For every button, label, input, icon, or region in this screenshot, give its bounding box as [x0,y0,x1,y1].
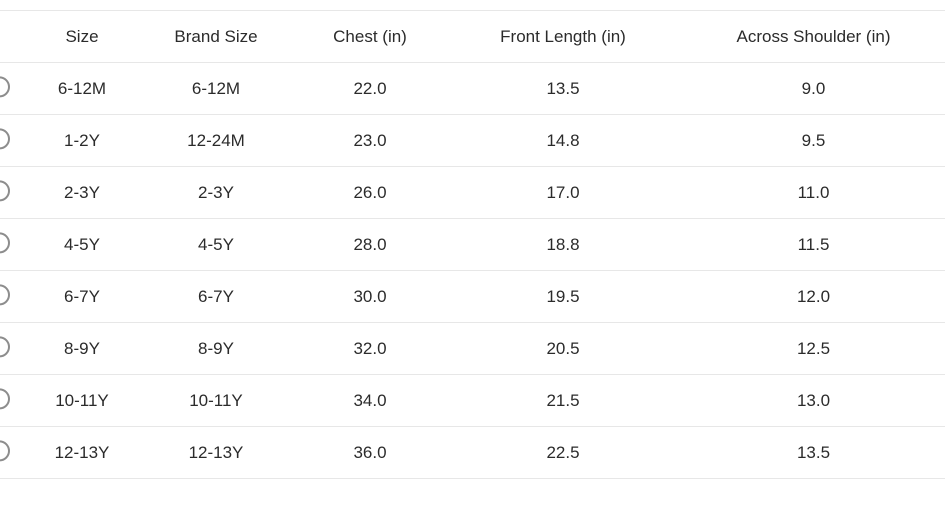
size-radio-button[interactable] [0,231,10,253]
front-length-cell: 21.5 [546,390,580,410]
across-shoulder-cell: 13.5 [796,442,831,462]
brand-size-cell: 10-11Y [189,390,243,410]
chest-cell: 34.0 [353,390,387,410]
across-shoulder-cell: 11.5 [797,234,830,254]
across-shoulder-cell: 12.5 [796,338,831,358]
size-radio-button[interactable] [0,335,10,357]
size-cell: 4-5Y [64,234,100,254]
table-row[interactable]: 4-5Y 4-5Y 28.0 18.8 11.5 [0,219,945,271]
column-header-brand-size: Brand Size [174,26,258,46]
radio-cell [0,427,28,478]
chest-cell: 23.0 [353,130,387,150]
size-radio-button[interactable] [0,283,10,305]
chest-cell: 22.0 [353,78,387,98]
table-row[interactable]: 12-13Y 12-13Y 36.0 22.5 13.5 [0,427,945,479]
front-length-cell: 14.8 [546,130,580,150]
across-shoulder-cell: 9.0 [801,78,826,98]
size-radio-button[interactable] [0,179,10,201]
brand-size-cell: 2-3Y [198,182,234,202]
across-shoulder-cell: 13.0 [796,390,831,410]
front-length-cell: 17.0 [546,182,580,202]
front-length-cell: 19.5 [546,286,580,306]
size-cell: 12-13Y [54,442,110,462]
chest-cell: 32.0 [353,338,387,358]
radio-cell [0,219,28,270]
column-header-size: Size [65,26,99,46]
chest-cell: 26.0 [353,182,387,202]
table-row[interactable]: 2-3Y 2-3Y 26.0 17.0 11.0 [0,167,945,219]
size-chart-table: Size Brand Size Chest (in) Front Length … [0,10,945,479]
brand-size-cell: 4-5Y [198,234,234,254]
table-row[interactable]: 1-2Y 12-24M 23.0 14.8 9.5 [0,115,945,167]
size-radio-button[interactable] [0,387,10,409]
front-length-cell: 20.5 [546,338,580,358]
radio-cell [0,63,28,114]
table-row[interactable]: 10-11Y 10-11Y 34.0 21.5 13.0 [0,375,945,427]
radio-cell [0,115,28,166]
front-length-cell: 18.8 [546,234,580,254]
radio-cell [0,375,28,426]
radio-column-header [0,11,28,62]
size-cell: 10-11Y [55,390,109,410]
chest-cell: 28.0 [353,234,387,254]
size-cell: 8-9Y [64,338,100,358]
front-length-cell: 22.5 [546,442,580,462]
chest-cell: 36.0 [353,442,387,462]
table-header-row: Size Brand Size Chest (in) Front Length … [0,11,945,63]
column-header-front-length: Front Length (in) [500,26,626,46]
size-cell: 6-12M [57,78,107,98]
radio-cell [0,167,28,218]
table-row[interactable]: 6-7Y 6-7Y 30.0 19.5 12.0 [0,271,945,323]
size-cell: 1-2Y [64,130,100,150]
brand-size-cell: 8-9Y [198,338,234,358]
column-header-across-shoulder: Across Shoulder (in) [736,26,891,46]
table-row[interactable]: 6-12M 6-12M 22.0 13.5 9.0 [0,63,945,115]
brand-size-cell: 6-12M [191,78,241,98]
radio-cell [0,323,28,374]
radio-cell [0,271,28,322]
across-shoulder-cell: 9.5 [801,130,826,150]
size-cell: 6-7Y [64,286,100,306]
size-radio-button[interactable] [0,439,10,461]
brand-size-cell: 12-13Y [188,442,244,462]
front-length-cell: 13.5 [546,78,580,98]
size-cell: 2-3Y [64,182,100,202]
brand-size-cell: 6-7Y [198,286,234,306]
across-shoulder-cell: 11.0 [797,182,830,202]
chest-cell: 30.0 [353,286,387,306]
table-row[interactable]: 8-9Y 8-9Y 32.0 20.5 12.5 [0,323,945,375]
across-shoulder-cell: 12.0 [796,286,831,306]
column-header-chest: Chest (in) [333,26,407,46]
size-radio-button[interactable] [0,75,10,97]
size-radio-button[interactable] [0,127,10,149]
brand-size-cell: 12-24M [187,130,245,150]
